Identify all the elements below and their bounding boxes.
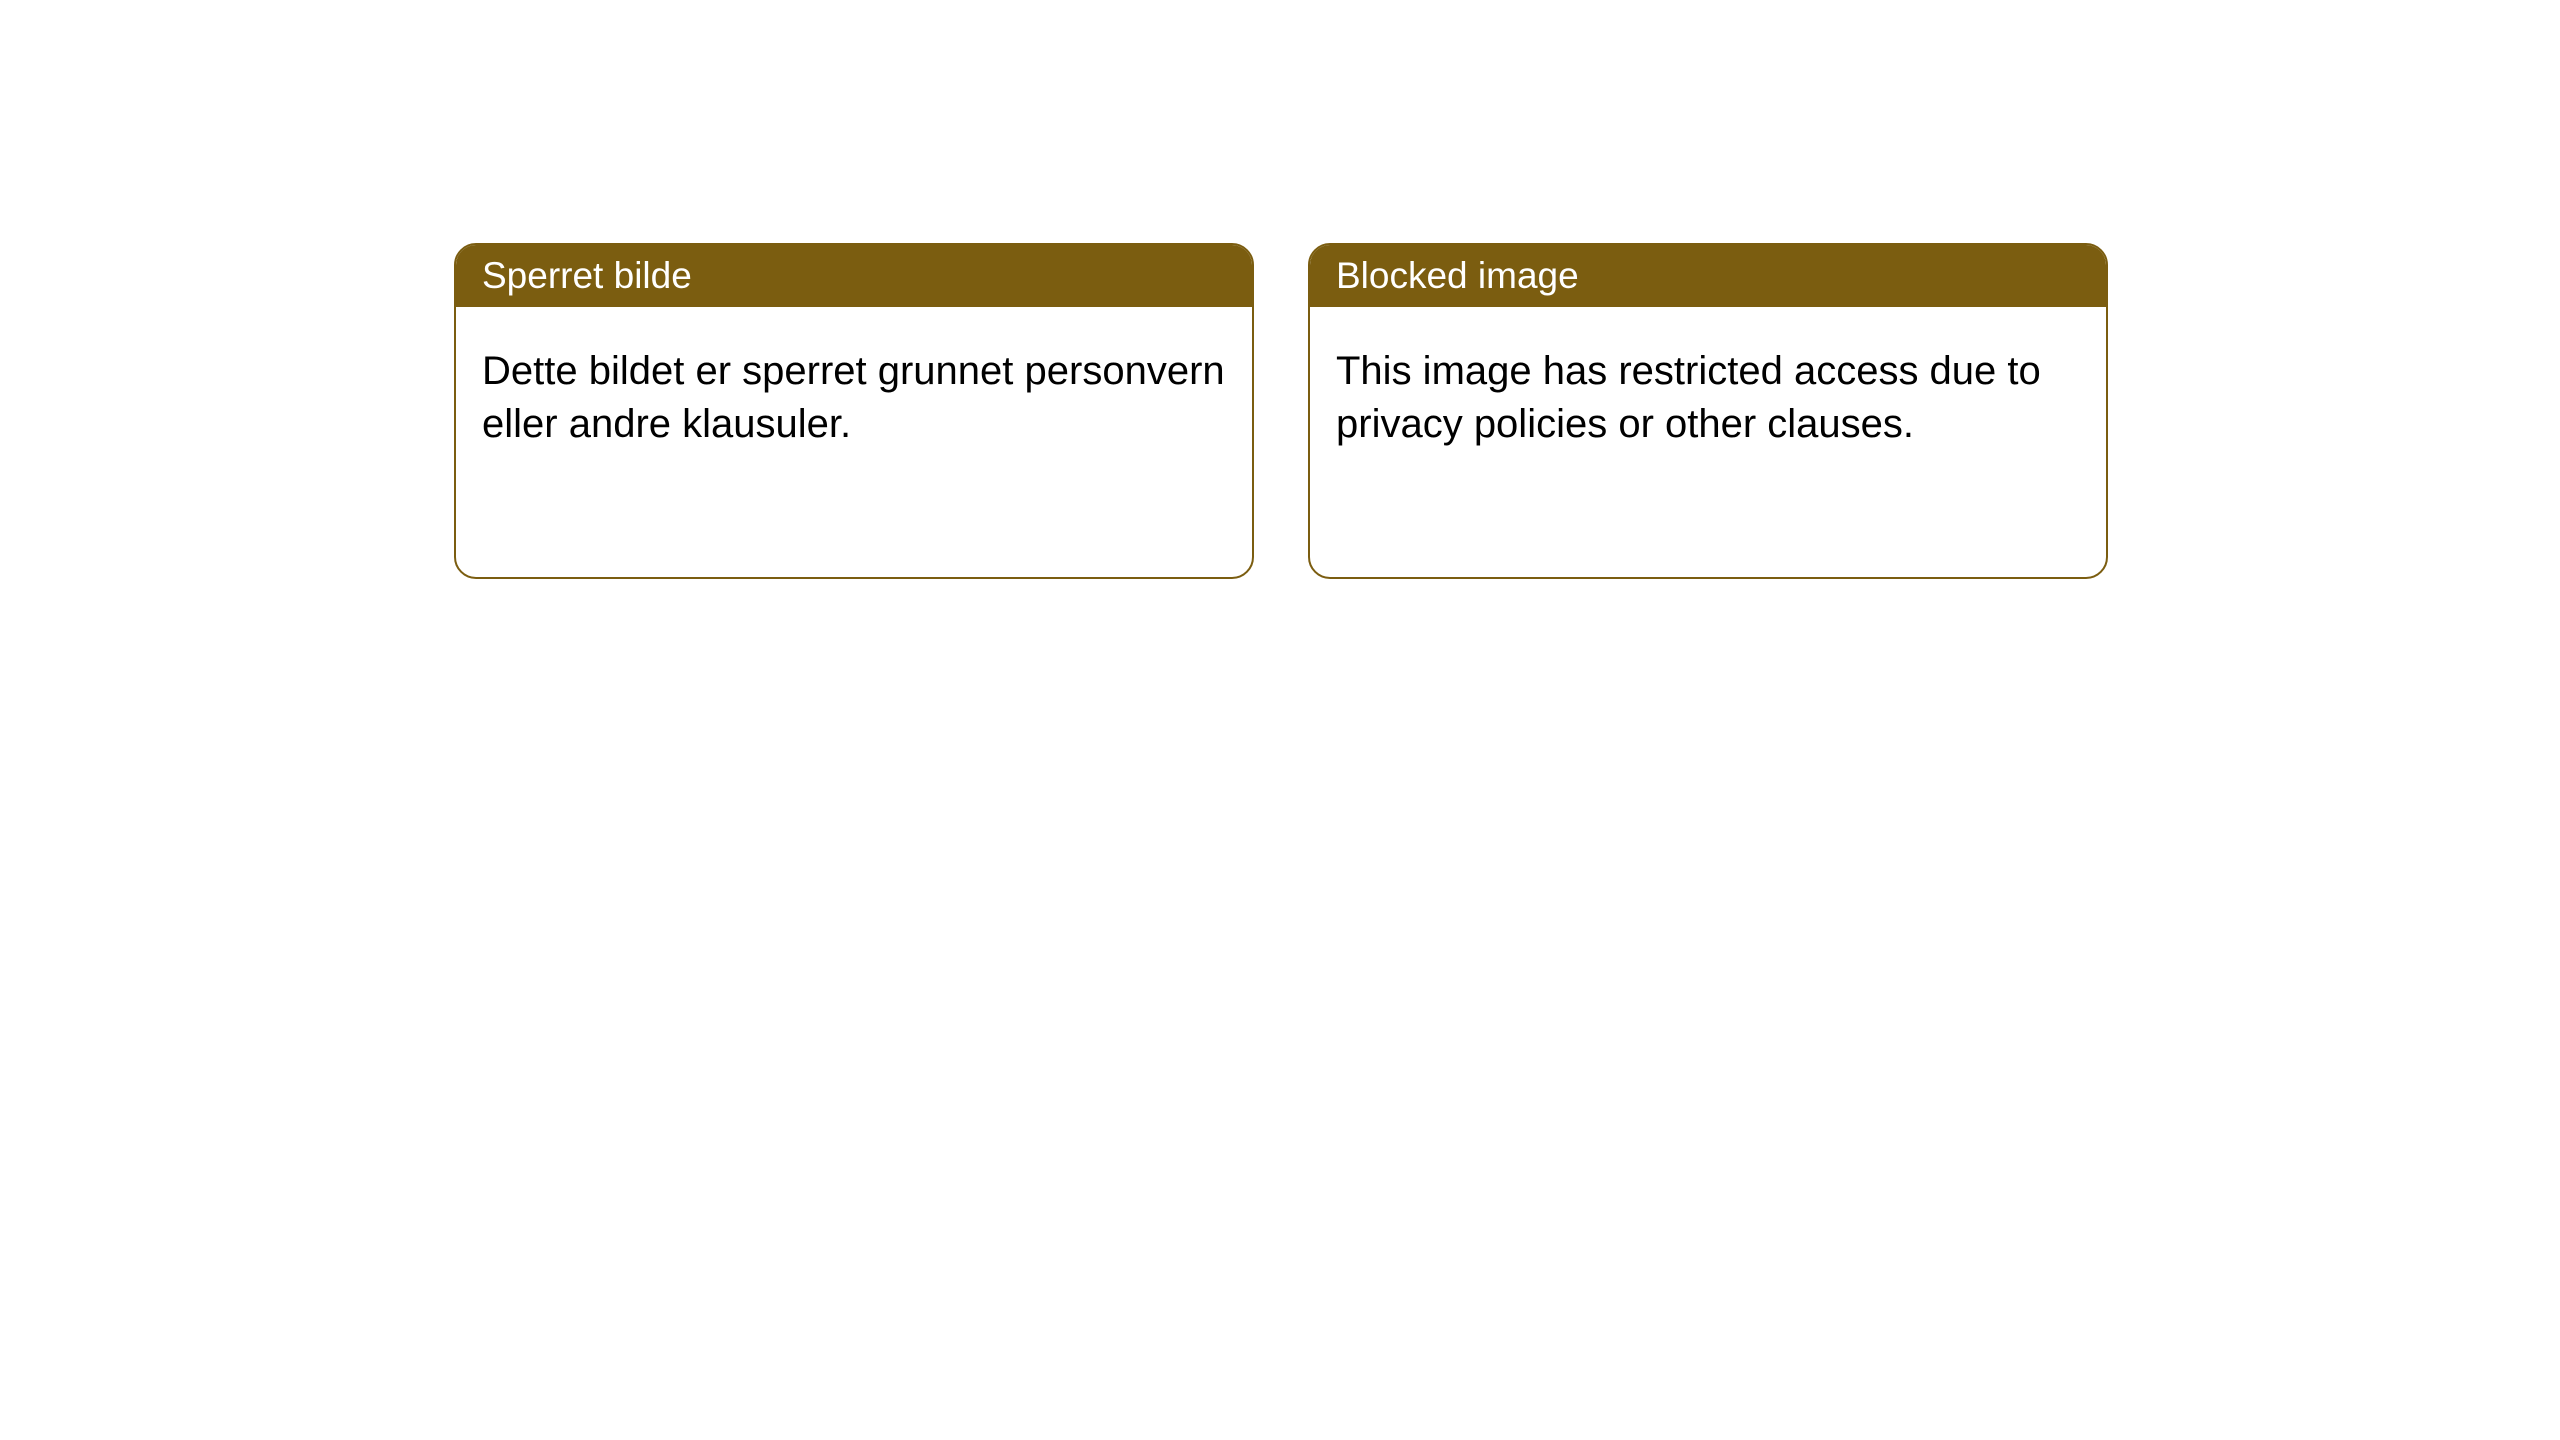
- notice-title: Blocked image: [1310, 245, 2106, 307]
- notice-body: This image has restricted access due to …: [1310, 307, 2106, 489]
- notice-card-norwegian: Sperret bilde Dette bildet er sperret gr…: [454, 243, 1254, 579]
- notice-body: Dette bildet er sperret grunnet personve…: [456, 307, 1252, 489]
- notice-card-english: Blocked image This image has restricted …: [1308, 243, 2108, 579]
- notice-container: Sperret bilde Dette bildet er sperret gr…: [0, 0, 2560, 579]
- notice-title: Sperret bilde: [456, 245, 1252, 307]
